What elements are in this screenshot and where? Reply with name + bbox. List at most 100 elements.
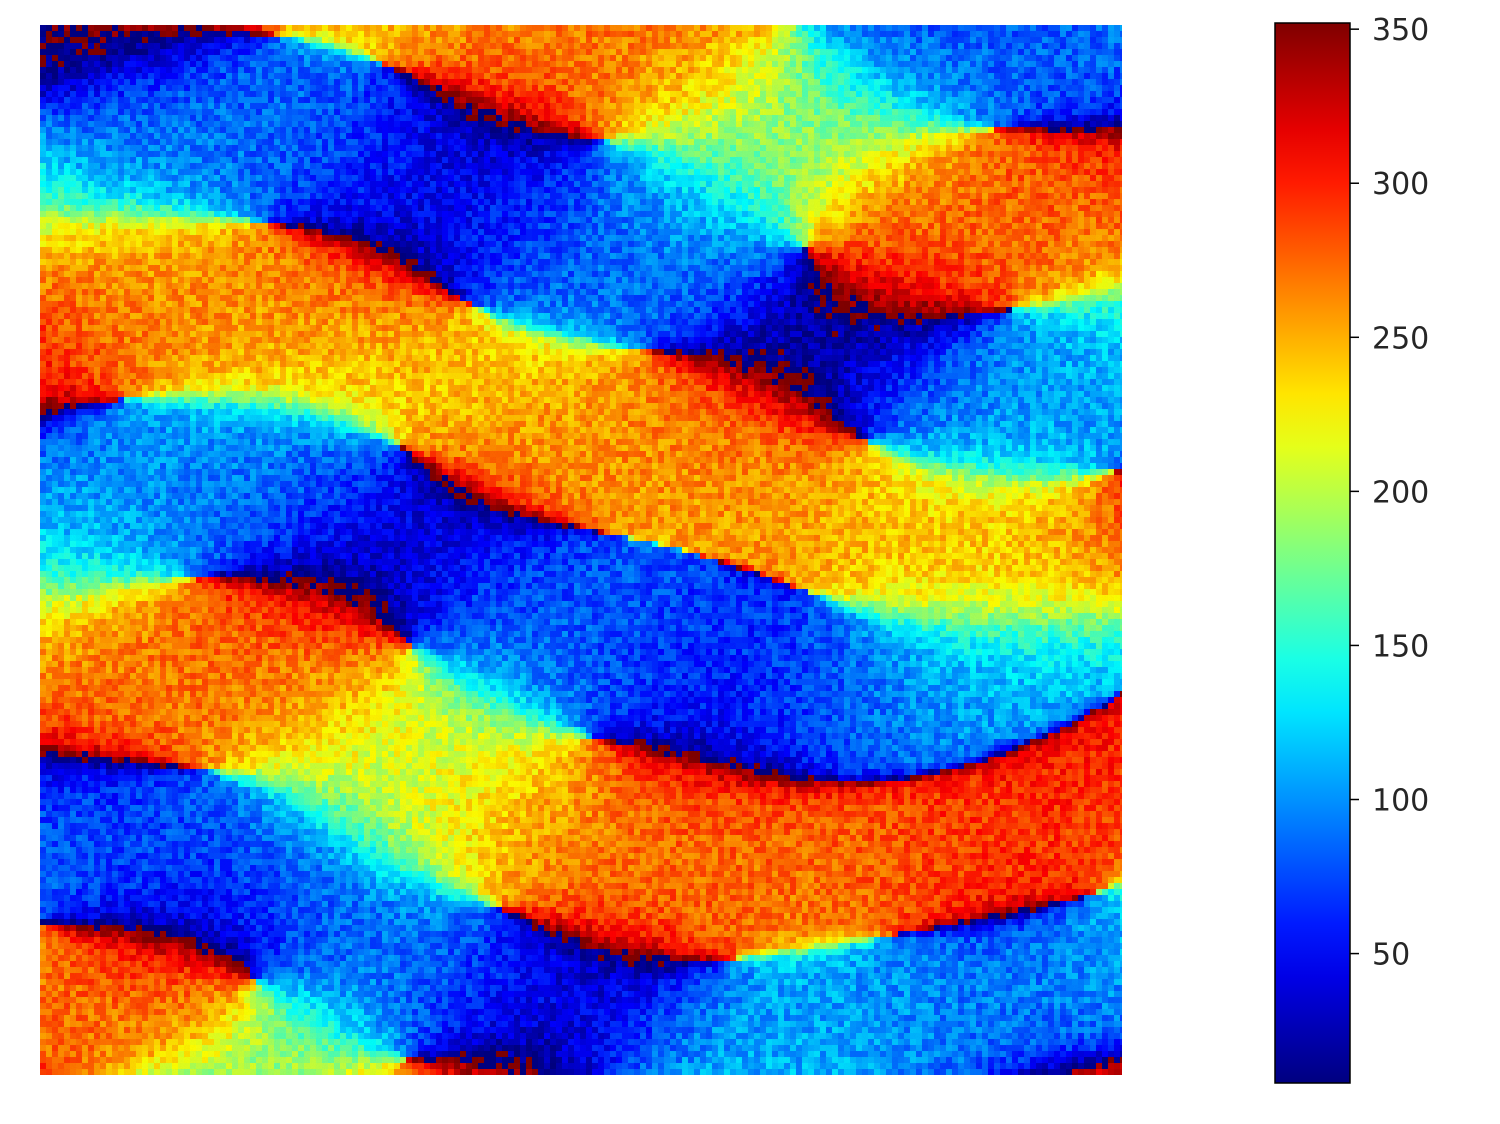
heatmap-cell (946, 67, 953, 74)
heatmap-cell (1066, 115, 1073, 122)
heatmap-cell (610, 187, 617, 194)
heatmap-cell (226, 79, 233, 86)
heatmap-cell (130, 85, 137, 92)
heatmap-cell (640, 157, 647, 164)
heatmap-cell (820, 121, 827, 128)
heatmap-cell (406, 115, 413, 122)
heatmap-cell (700, 67, 707, 74)
heatmap-cell (514, 85, 521, 92)
heatmap-cell (166, 127, 173, 134)
heatmap-cell (340, 145, 347, 152)
heatmap-cell (604, 25, 611, 32)
heatmap-cell (484, 151, 491, 158)
heatmap-cell (808, 25, 815, 32)
heatmap-cell (964, 103, 971, 110)
heatmap-cell (970, 61, 977, 68)
heatmap-cell (526, 163, 533, 170)
heatmap-cell (754, 43, 761, 50)
heatmap-cell (568, 127, 575, 134)
heatmap-cell (1042, 139, 1049, 146)
heatmap-cell (676, 187, 683, 194)
heatmap-cell (334, 175, 341, 182)
heatmap-cell (502, 127, 509, 134)
heatmap-cell (958, 91, 965, 98)
heatmap-cell (220, 49, 227, 56)
heatmap-cell (1048, 67, 1055, 74)
heatmap-cell (676, 103, 683, 110)
heatmap-cell (178, 55, 185, 62)
heatmap-cell (268, 163, 275, 170)
heatmap-cell (394, 67, 401, 74)
heatmap-cell (142, 49, 149, 56)
heatmap-cell (1000, 85, 1007, 92)
heatmap-cell (88, 103, 95, 110)
heatmap-cell (244, 103, 251, 110)
heatmap-cell (556, 157, 563, 164)
heatmap-cell (334, 115, 341, 122)
heatmap-cell (634, 61, 641, 68)
heatmap-cell (892, 139, 899, 146)
heatmap-cell (1030, 175, 1037, 182)
heatmap-cell (478, 43, 485, 50)
heatmap-cell (40, 91, 47, 98)
heatmap-cell (706, 79, 713, 86)
heatmap-cell (430, 133, 437, 140)
heatmap-cell (94, 163, 101, 170)
heatmap-cell (280, 133, 287, 140)
heatmap-cell (448, 79, 455, 86)
heatmap-cell (358, 169, 365, 176)
heatmap-cell (754, 115, 761, 122)
heatmap-cell (364, 163, 371, 170)
heatmap-cell (346, 55, 353, 62)
heatmap-cell (190, 175, 197, 182)
heatmap-cell (184, 73, 191, 80)
heatmap-cell (238, 85, 245, 92)
heatmap-cell (364, 37, 371, 44)
heatmap-cell (964, 145, 971, 152)
heatmap-cell (370, 145, 377, 152)
heatmap-cell (406, 145, 413, 152)
heatmap-cell (910, 139, 917, 146)
heatmap-cell (322, 169, 329, 176)
heatmap-cell (166, 91, 173, 98)
heatmap-cell (706, 145, 713, 152)
heatmap-cell (844, 151, 851, 158)
heatmap-cell (346, 109, 353, 116)
heatmap-cell (64, 97, 71, 104)
heatmap-cell (274, 43, 281, 50)
heatmap-cell (424, 169, 431, 176)
heatmap-cell (160, 181, 167, 188)
heatmap-cell (352, 67, 359, 74)
heatmap-cell (418, 145, 425, 152)
heatmap-cell (760, 163, 767, 170)
heatmap-cell (970, 181, 977, 188)
heatmap-cell (76, 37, 83, 44)
heatmap-cell (574, 181, 581, 188)
heatmap-cell (370, 55, 377, 62)
heatmap-cell (364, 31, 371, 38)
heatmap-cell (676, 127, 683, 134)
heatmap-cell (496, 85, 503, 92)
heatmap-cell (1024, 175, 1031, 182)
heatmap-cell (700, 163, 707, 170)
heatmap-cell (1090, 37, 1097, 44)
heatmap-cell (1054, 151, 1061, 158)
heatmap-cell (544, 103, 551, 110)
heatmap-cell (580, 49, 587, 56)
heatmap-cell (958, 67, 965, 74)
heatmap-cell (280, 79, 287, 86)
heatmap-cell (484, 181, 491, 188)
heatmap-cell (262, 127, 269, 134)
heatmap-cell (130, 91, 137, 98)
heatmap-cell (478, 175, 485, 182)
heatmap-cell (226, 175, 233, 182)
heatmap-cell (502, 67, 509, 74)
heatmap-cell (598, 181, 605, 188)
heatmap-cell (784, 49, 791, 56)
heatmap-cell (448, 67, 455, 74)
heatmap-cell (1018, 55, 1025, 62)
heatmap-cell (100, 127, 107, 134)
heatmap-cell (424, 97, 431, 104)
heatmap-cell (682, 91, 689, 98)
heatmap-cell (1114, 163, 1121, 170)
